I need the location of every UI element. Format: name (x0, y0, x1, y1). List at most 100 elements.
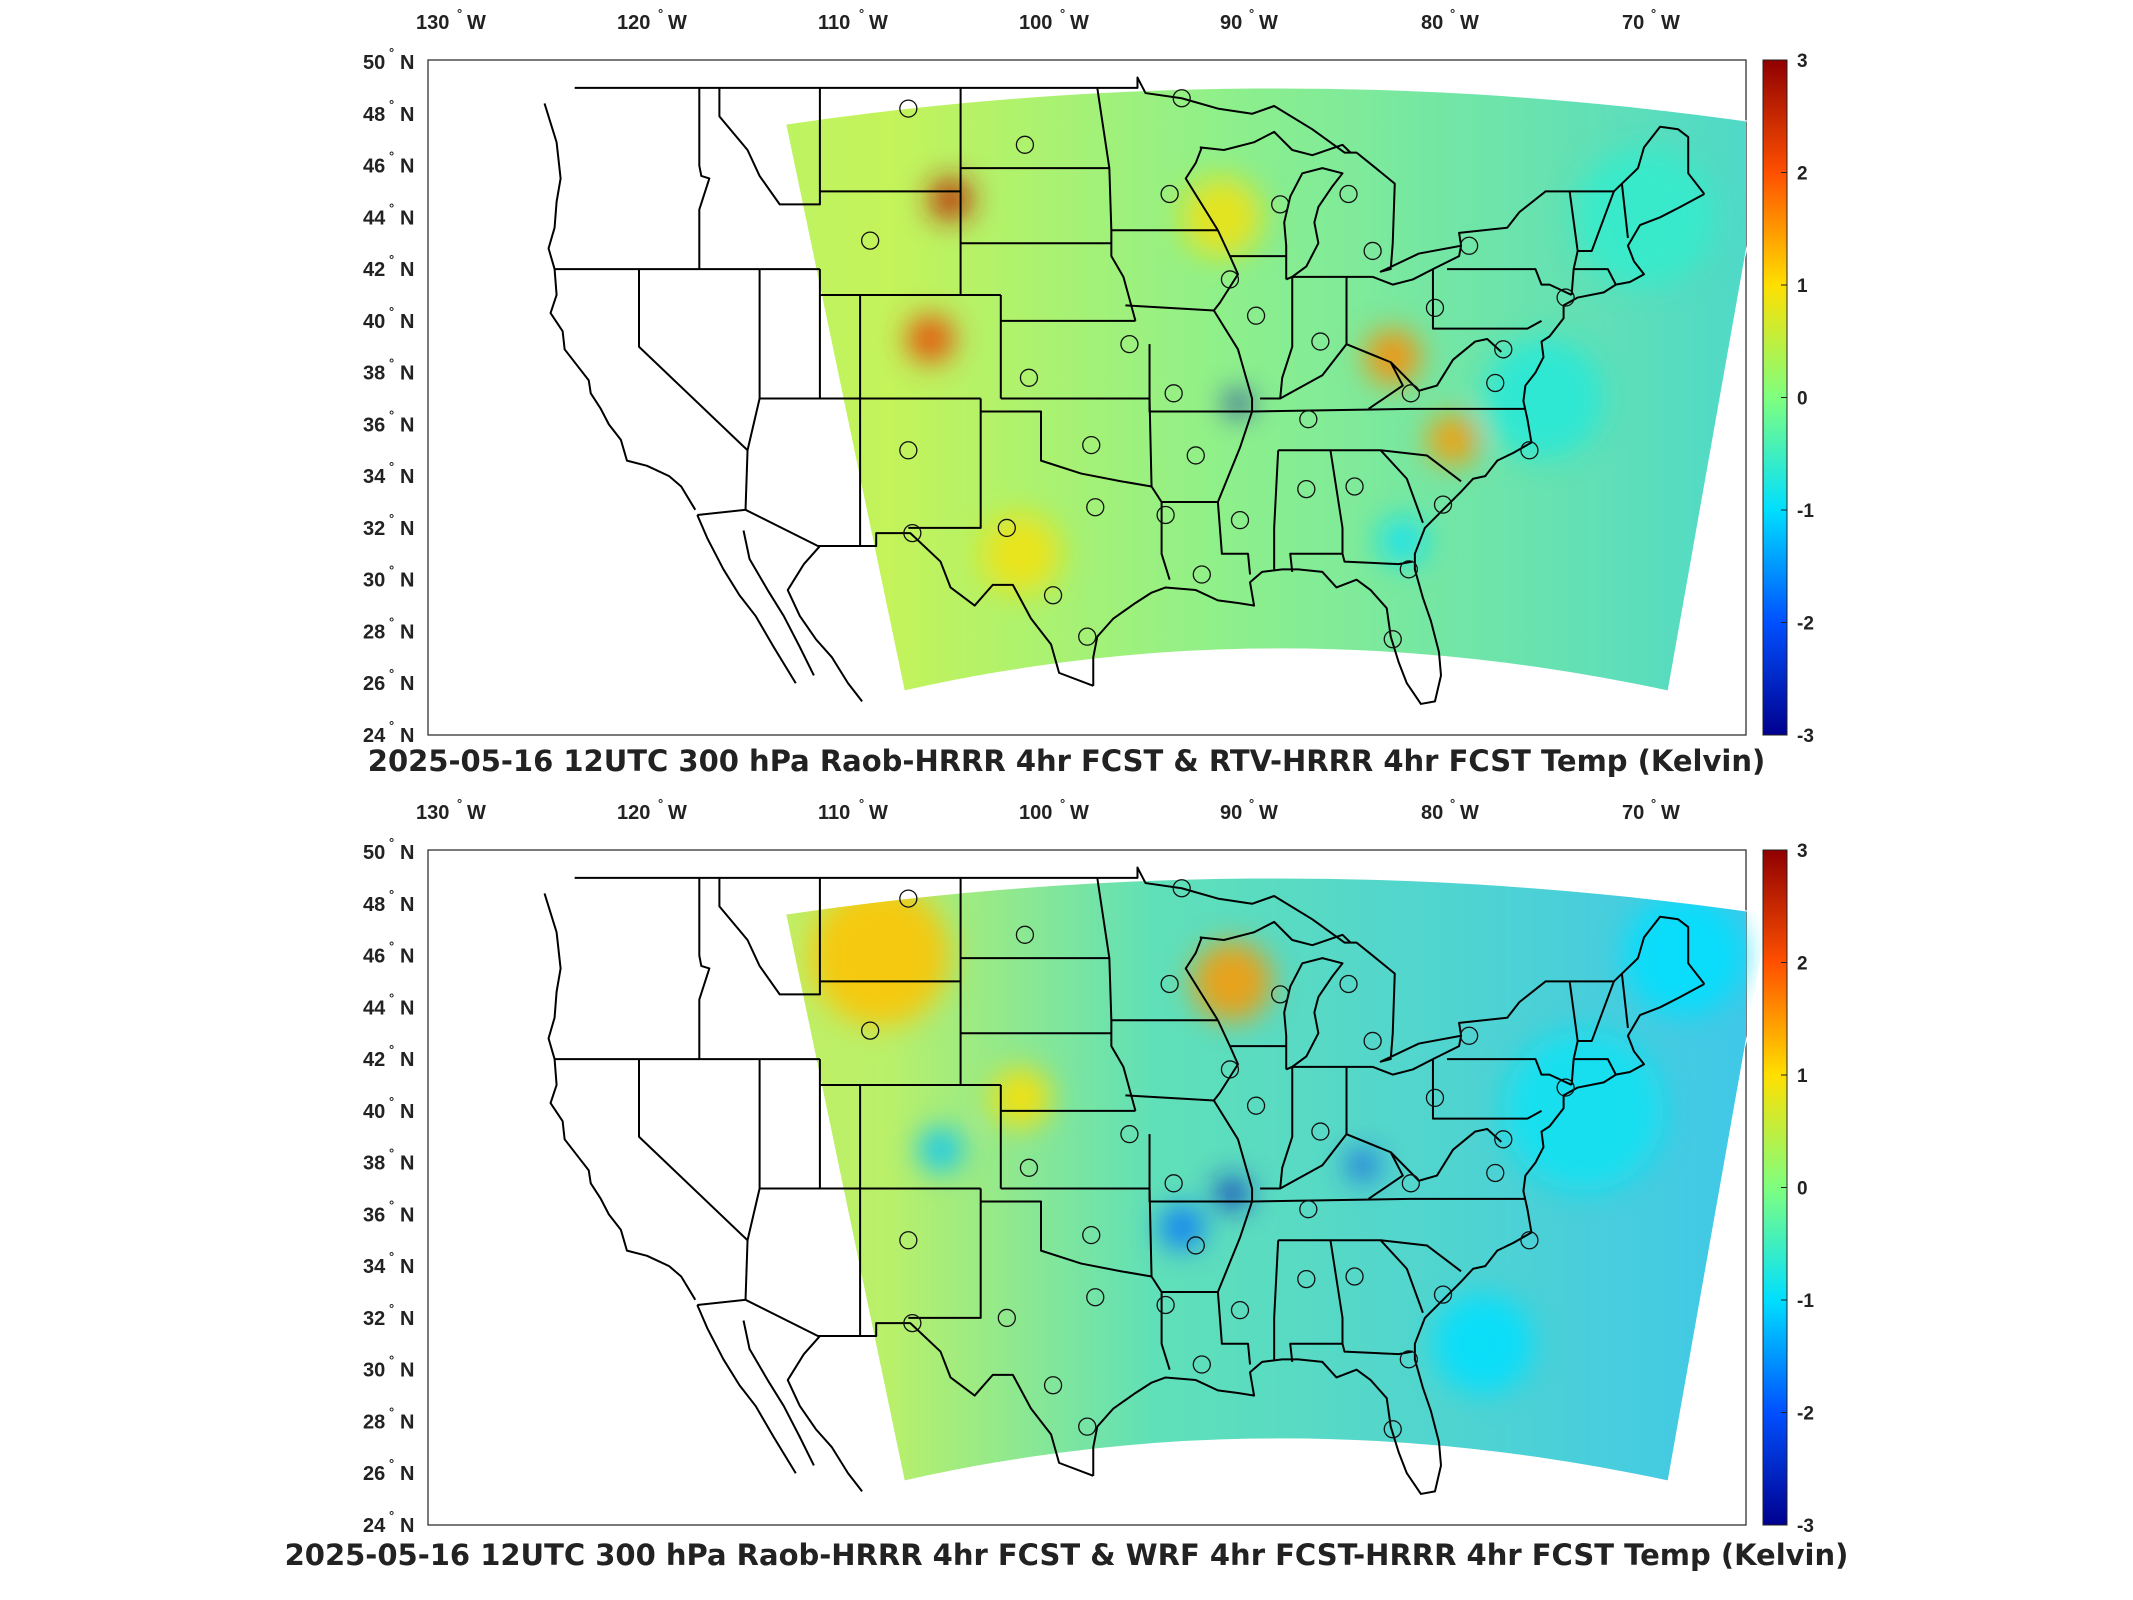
latitude-tick-label: 32 (363, 518, 385, 540)
station-marker (1556, 288, 1575, 307)
degree-symbol: ° (389, 990, 394, 1005)
hemisphere-label: W (1460, 802, 1479, 824)
hemisphere-label: N (400, 156, 414, 178)
latitude-tick-label: 30 (363, 1360, 385, 1382)
longitude-tick-label: 130 (416, 12, 449, 34)
hemisphere-label: W (1661, 802, 1680, 824)
station-marker (1120, 1124, 1139, 1144)
degree-symbol: ° (389, 887, 394, 902)
degree-symbol: ° (1060, 6, 1065, 21)
hemisphere-label: N (400, 1515, 414, 1537)
longitude-tick-label: 120 (617, 802, 650, 824)
hemisphere-label: N (400, 1308, 414, 1330)
degree-symbol: ° (389, 45, 394, 60)
latitude-tick-label: 44 (363, 997, 386, 1019)
degree-symbol: ° (389, 200, 394, 215)
latitude-tick-label: 28 (363, 621, 385, 643)
colorbar-tick-label: -1 (1797, 501, 1814, 522)
station-marker (1383, 630, 1402, 649)
colorbar-tick-label: 2 (1797, 164, 1808, 185)
station-marker (1459, 1026, 1479, 1045)
latitude-tick-label: 24 (363, 1515, 386, 1537)
latitude-tick-label: 36 (363, 1204, 385, 1226)
station-marker (1164, 1174, 1183, 1193)
station-marker (1082, 435, 1101, 455)
hemisphere-label: W (668, 12, 687, 34)
station-marker (1156, 1295, 1175, 1315)
hemisphere-label: W (1661, 12, 1680, 34)
station-marker (1433, 495, 1453, 514)
station-marker (1192, 1355, 1211, 1374)
station-marker (1246, 1096, 1266, 1115)
latitude-tick-label: 42 (363, 259, 385, 281)
station-marker (1172, 879, 1191, 898)
station-marker (1086, 498, 1105, 517)
station-marker (1230, 511, 1250, 530)
hemisphere-label: N (400, 1411, 414, 1433)
station-marker (1015, 135, 1035, 154)
degree-symbol: ° (1249, 796, 1254, 811)
longitude-tick-label: 70 (1622, 12, 1644, 34)
colorbar-tick-label: 1 (1797, 1066, 1808, 1087)
degree-symbol: ° (389, 563, 394, 578)
degree-symbol: ° (859, 796, 864, 811)
degree-symbol: ° (859, 6, 864, 21)
hemisphere-label: N (400, 311, 414, 333)
hemisphere-label: W (869, 802, 888, 824)
degree-symbol: ° (389, 1094, 394, 1109)
hemisphere-label: N (400, 466, 414, 488)
bottom-map-panel: 130 ° W 120 ° W 110 ° W 100 ° W 90 ° W 80 ° W 70 ° W 50 ° N 48 ° N… (0, 790, 2133, 1590)
station-marker (1383, 1420, 1402, 1439)
top-temperature-field (785, 87, 1746, 691)
hemisphere-label: N (400, 104, 414, 126)
station-marker (1156, 505, 1175, 525)
longitude-tick-label: 120 (617, 12, 650, 34)
degree-symbol: ° (1450, 796, 1455, 811)
longitude-tick-label: 100 (1019, 12, 1052, 34)
bottom-temperature-field (785, 877, 1746, 1481)
hemisphere-label: W (1460, 12, 1479, 34)
latitude-tick-label: 26 (363, 673, 385, 695)
bottom-state-boundaries (543, 866, 1706, 1495)
degree-symbol: ° (389, 304, 394, 319)
longitude-tick-label: 80 (1421, 802, 1443, 824)
degree-symbol: ° (389, 1146, 394, 1161)
station-marker (997, 518, 1016, 538)
degree-symbol: ° (457, 796, 462, 811)
degree-symbol: ° (389, 835, 394, 850)
hemisphere-label: N (400, 621, 414, 643)
station-marker (1363, 241, 1382, 261)
longitude-tick-label: 130 (416, 802, 449, 824)
latitude-tick-label: 34 (363, 466, 386, 488)
degree-symbol: ° (389, 252, 394, 267)
degree-symbol: ° (389, 1249, 394, 1264)
latitude-tick-label: 48 (363, 894, 385, 916)
station-marker (1246, 306, 1266, 325)
degree-symbol: ° (1651, 6, 1656, 21)
longitude-tick-label: 110 (818, 12, 850, 34)
station-marker (1486, 373, 1505, 393)
longitude-tick-label: 90 (1220, 802, 1242, 824)
latitude-tick-label: 36 (363, 414, 385, 436)
station-marker (1494, 1130, 1513, 1149)
station-marker (1345, 1267, 1364, 1286)
latitude-tick-label: 32 (363, 1308, 385, 1330)
hemisphere-label: N (400, 570, 414, 592)
hemisphere-label: W (467, 12, 486, 34)
degree-symbol: ° (389, 1197, 394, 1212)
degree-symbol: ° (389, 939, 394, 954)
station-marker (1164, 384, 1183, 403)
hemisphere-label: N (400, 259, 414, 281)
hemisphere-label: N (400, 1256, 414, 1278)
hemisphere-label: W (1070, 12, 1089, 34)
hemisphere-label: N (400, 518, 414, 540)
degree-symbol: ° (389, 1042, 394, 1057)
degree-symbol: ° (389, 149, 394, 164)
hemisphere-label: N (400, 997, 414, 1019)
degree-symbol: ° (658, 6, 663, 21)
station-marker (1556, 1078, 1575, 1097)
degree-symbol: ° (1450, 6, 1455, 21)
station-marker (1019, 1158, 1039, 1177)
hemisphere-label: N (400, 414, 414, 436)
station-marker (1160, 184, 1179, 204)
